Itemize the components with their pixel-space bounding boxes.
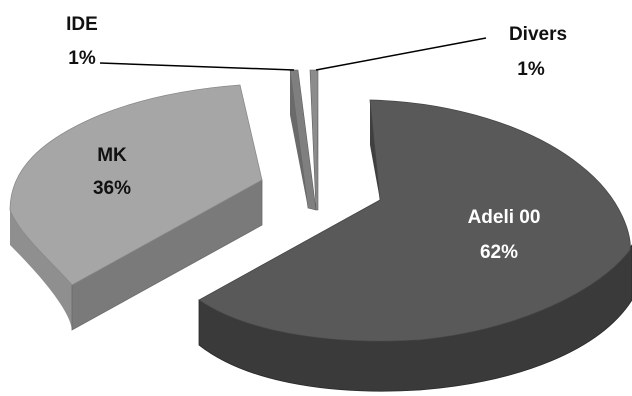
label-adeli-percent: 62%	[480, 242, 518, 263]
label-divers-name: Divers	[509, 24, 567, 45]
label-ide-name: IDE	[66, 14, 98, 35]
leader-line-ide	[99, 62, 295, 71]
slice-mk	[9, 84, 263, 331]
label-mk-percent: 36%	[93, 178, 131, 199]
leader-line-divers	[315, 37, 487, 71]
label-ide-percent: 1%	[68, 48, 96, 69]
label-adeli-name: Adeli 00	[468, 207, 541, 228]
slice-adeli-00	[198, 99, 632, 392]
label-mk-name: MK	[97, 145, 127, 166]
slice-divers	[309, 69, 319, 211]
label-divers-percent: 1%	[517, 59, 545, 80]
